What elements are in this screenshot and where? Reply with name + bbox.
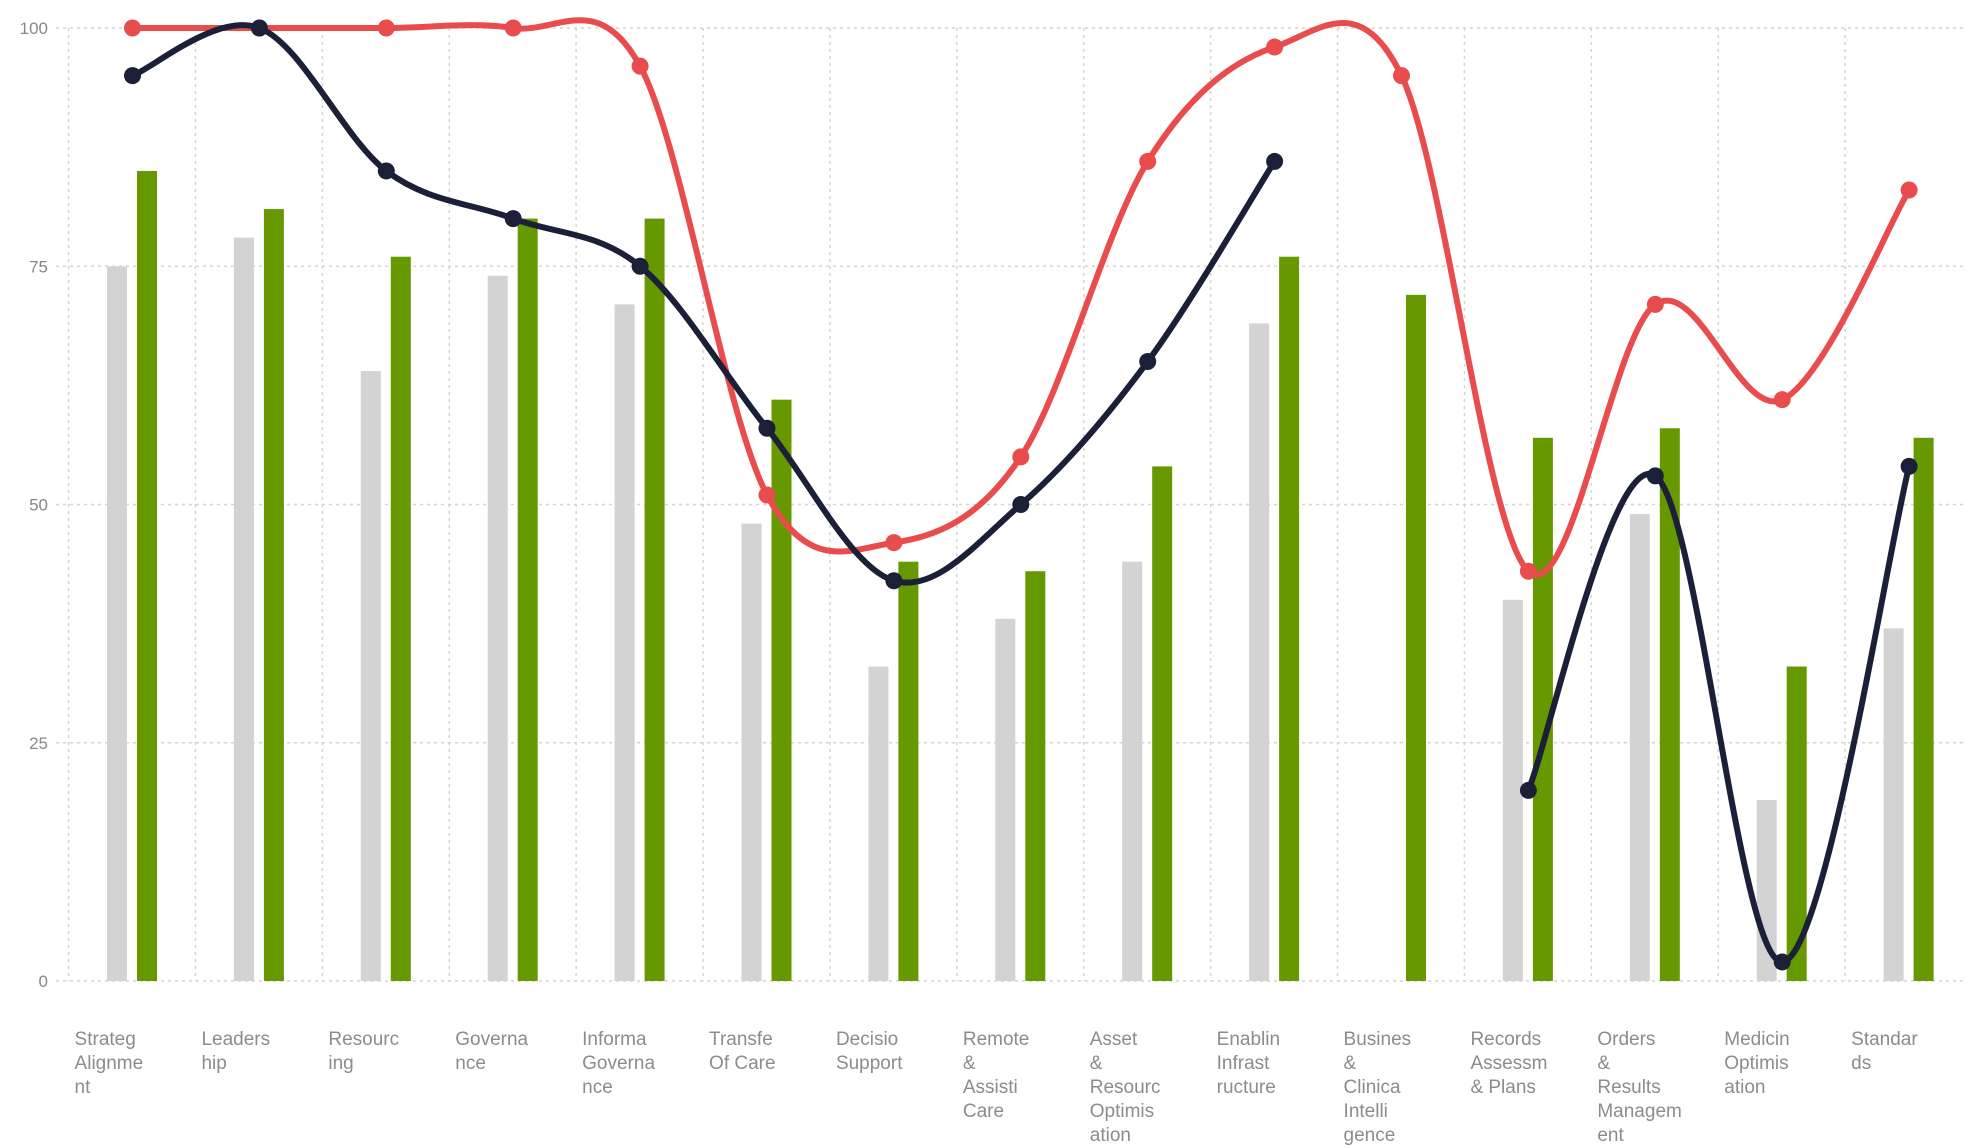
bar-series-2 (517, 218, 538, 982)
bar-series-2 (1786, 666, 1807, 981)
bar-series-1 (1629, 514, 1650, 981)
x-tick-label: Busines & Clinica Intelli gence (1344, 1029, 1412, 1146)
line-series-2-point (1646, 467, 1664, 485)
line-series-2-point (1519, 781, 1537, 799)
line-series-2-point (250, 19, 268, 37)
x-tick-label: Medicin Optimis ation (1724, 1029, 1789, 1098)
bar-series-1 (1249, 323, 1270, 981)
bar-series-1 (868, 666, 889, 981)
bar-series-2 (390, 256, 411, 982)
x-axis-tick-labels: Strateg Alignme nt Leaders hip Resourc ing Gove… (75, 1029, 1919, 1146)
bar-series-2 (263, 209, 284, 981)
bar-series-1 (1502, 599, 1523, 981)
x-tick-label: Transfe Of Care (709, 1029, 776, 1074)
line-series-1-point (885, 534, 903, 552)
line-series-2-point (1012, 496, 1030, 513)
bar-series-1 (614, 304, 635, 981)
line-series-2-point (1773, 953, 1791, 971)
bar-series-2 (898, 561, 919, 981)
bar-series-2 (1406, 294, 1426, 982)
line-series-1-point (631, 57, 649, 75)
bar-series-2 (644, 218, 665, 982)
bar-series-1 (1122, 561, 1143, 981)
bar-series-1 (107, 266, 127, 981)
y-tick-label: 0 (39, 972, 48, 991)
bar-series-2 (1659, 428, 1680, 981)
line-series-2-point (377, 162, 395, 180)
x-tick-label: Leaders hip (201, 1029, 270, 1074)
bar-series-1 (233, 237, 254, 981)
line-series-1-point (1900, 181, 1918, 199)
y-tick-label: 50 (29, 496, 48, 515)
line-series-2 (129, 22, 1278, 586)
y-tick-label: 75 (29, 257, 48, 276)
x-tick-label: Governa nce (455, 1029, 528, 1074)
line-series-1-point (758, 486, 776, 504)
bar-series-2 (771, 399, 792, 981)
x-tick-label: Remote & Assisti Care (963, 1029, 1030, 1122)
x-tick-label: Standar ds (1851, 1029, 1918, 1074)
x-tick-label: Records Assessm & Plans (1470, 1029, 1547, 1098)
bar-series-1 (360, 371, 381, 982)
bar-series-2 (137, 170, 157, 981)
bars (107, 170, 1934, 982)
line-series-2-point (1900, 457, 1918, 475)
y-tick-label: 100 (20, 19, 48, 38)
line-series-1-point (124, 19, 141, 37)
x-tick-label: Informa Governa nce (582, 1029, 655, 1098)
x-tick-label: Resourc ing (328, 1029, 399, 1074)
x-tick-label: Orders & Results Managem ent (1597, 1029, 1682, 1146)
y-tick-label: 25 (29, 734, 48, 753)
line-series-2-point (1139, 353, 1157, 371)
y-axis-tick-labels: 0 25 50 75 100 (20, 19, 48, 991)
x-tick-label: Strateg Alignme nt (75, 1029, 144, 1098)
line-series-1-point (504, 19, 522, 37)
line-series-2-point (631, 257, 649, 275)
bar-series-1 (741, 523, 762, 981)
line-series-2-point (885, 572, 903, 590)
line-series-1-point (377, 19, 395, 37)
bar-series-2 (1279, 256, 1300, 982)
line-series-1-point (1012, 448, 1030, 466)
line-series-2-point (758, 419, 776, 437)
line-series-1-point (1139, 152, 1157, 170)
line-series-1-point (1393, 67, 1410, 85)
line-series-2-point (504, 210, 522, 228)
bar-series-2 (1025, 571, 1046, 981)
line-series-1-point (1773, 391, 1791, 409)
line-series-2-point (124, 67, 141, 85)
line-series-1-point (1519, 562, 1537, 580)
x-tick-label: Asset & Resourc Optimis ation (1090, 1029, 1161, 1146)
bar-series-2 (1152, 466, 1173, 981)
line-series-1-point (1266, 38, 1284, 56)
bar-series-1 (1883, 628, 1904, 981)
x-tick-label: Enablin Infrast ructure (1217, 1029, 1280, 1098)
line-series-1-point (1646, 295, 1664, 313)
line-series-2 (1525, 463, 1913, 965)
bar-series-2 (1913, 437, 1934, 981)
x-tick-label: Decisio Support (836, 1029, 903, 1074)
line-series-2-point (1266, 152, 1284, 170)
points (124, 19, 1918, 971)
bar-series-1 (487, 275, 508, 981)
bar-series-1 (995, 618, 1016, 981)
